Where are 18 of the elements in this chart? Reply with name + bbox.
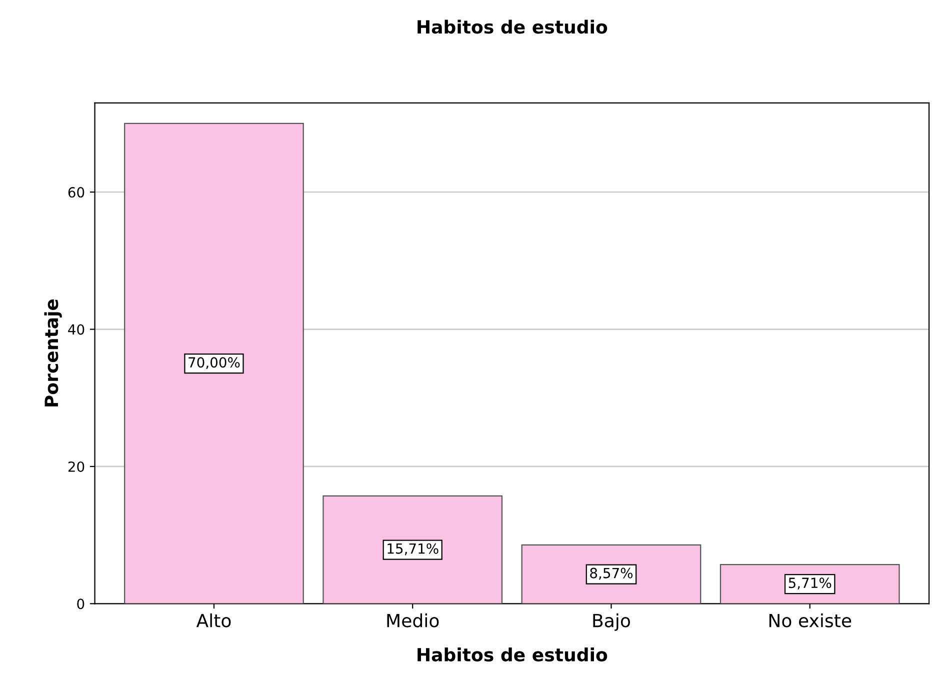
data-label: 15,71%	[388, 543, 438, 556]
y-tick-label: 0	[77, 598, 84, 610]
x-tick-label: No existe	[769, 613, 852, 628]
x-tick-label: Medio	[387, 613, 439, 628]
data-label: 8,57%	[590, 568, 633, 580]
bar	[124, 122, 304, 604]
bar	[521, 544, 702, 604]
x-tick-label: Alto	[196, 613, 231, 628]
y-tick-label: 40	[68, 324, 84, 335]
y-tick-label: 60	[68, 187, 84, 198]
x-axis-title: Habitos de estudio	[418, 648, 608, 662]
data-label: 5,71%	[788, 578, 832, 590]
x-tick-label: Bajo	[593, 613, 630, 631]
y-axis-title: Porcentaje	[44, 299, 62, 406]
chart-title: Habitos de estudio	[418, 20, 608, 34]
data-label: 70,00%	[188, 357, 240, 370]
bar	[322, 495, 503, 604]
y-tick-label: 20	[68, 461, 84, 472]
